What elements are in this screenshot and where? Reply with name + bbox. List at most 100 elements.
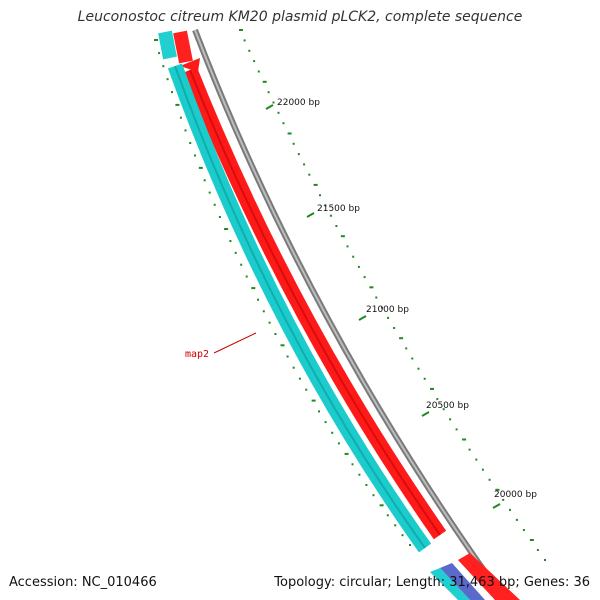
inner-tick	[286, 355, 289, 358]
inner-tick	[245, 275, 248, 278]
gene-label-pointer	[213, 332, 257, 354]
outer-tick	[430, 387, 434, 390]
inner-tick	[179, 116, 182, 119]
outer-tick	[411, 357, 414, 360]
outer-tick	[381, 306, 384, 309]
inner-tick	[344, 452, 349, 455]
inner-tick	[189, 142, 192, 144]
inner-tick	[234, 251, 237, 254]
inner-tick	[158, 52, 161, 55]
inner-tick	[324, 421, 327, 424]
inner-tick	[257, 298, 259, 301]
tick-label-22000: 22000 bp	[277, 98, 320, 108]
outer-tick	[313, 183, 318, 186]
outer-ticks	[239, 29, 546, 561]
map-title: Leuconostoc citreum KM20 plasmid pLCK2, …	[77, 9, 523, 25]
outer-tick	[297, 153, 300, 156]
outer-tick	[319, 194, 321, 197]
inner-tick	[175, 103, 180, 106]
inner-ticks	[154, 39, 411, 546]
inner-tick	[401, 534, 404, 537]
tick-label-21000: 21000 bp	[366, 305, 409, 315]
outer-tick	[529, 539, 534, 541]
outer-tick	[357, 265, 360, 268]
outer-tick	[515, 518, 518, 521]
outer-tick	[393, 327, 396, 329]
inner-tick	[292, 366, 295, 369]
outer-tick	[282, 122, 285, 125]
inner-tick	[280, 344, 285, 347]
outer-tick	[399, 337, 404, 340]
tick-label-21500: 21500 bp	[317, 204, 360, 214]
inner-tick	[218, 216, 221, 218]
forward-gene-arrow-shade	[189, 69, 441, 536]
reverse-gene-arrow-shade	[174, 65, 426, 549]
reverse-gene-arrow[interactable]	[167, 63, 432, 553]
outer-tick	[272, 101, 275, 104]
outer-tick	[536, 549, 539, 551]
gene-label-map2[interactable]: map2	[185, 349, 209, 360]
forward-gene-block[interactable]	[173, 30, 193, 64]
bottom-gene-blue[interactable]	[440, 563, 485, 600]
bottom-gene-red[interactable]	[458, 553, 520, 600]
outer-tick	[442, 408, 445, 411]
inner-tick	[162, 65, 165, 68]
forward-gene-arrowhead	[180, 58, 200, 72]
tick-major-20000	[492, 503, 501, 509]
outer-tick	[544, 559, 546, 561]
inner-tick	[166, 78, 169, 81]
outer-tick	[340, 235, 345, 238]
inner-tick	[203, 179, 206, 182]
inner-tick	[337, 442, 340, 445]
inner-tick	[208, 191, 211, 194]
outer-tick	[417, 367, 420, 370]
outer-tick	[324, 204, 327, 207]
outer-tick	[462, 438, 467, 441]
backbone-arc-inner	[194, 29, 506, 600]
outer-tick	[352, 255, 355, 258]
outer-tick	[277, 111, 280, 114]
outer-tick	[488, 478, 491, 481]
tick-major-21000	[358, 315, 367, 321]
tick-major-20500	[421, 411, 430, 417]
tick-major-22000	[265, 104, 274, 110]
inner-tick	[358, 473, 361, 476]
inner-tick	[394, 524, 397, 527]
inner-tick	[372, 494, 375, 497]
inner-tick	[351, 463, 354, 466]
inner-tick	[184, 129, 187, 132]
inner-tick	[365, 484, 368, 486]
inner-tick	[213, 203, 216, 206]
outer-tick	[335, 225, 338, 227]
inner-tick	[274, 333, 277, 335]
summary-label: Topology: circular; Length: 31,463 bp; G…	[274, 575, 590, 590]
forward-gene-arrow[interactable]	[183, 67, 447, 540]
outer-tick	[329, 214, 332, 217]
tick-label-20500: 20500 bp	[426, 401, 469, 411]
inner-tick	[198, 166, 203, 169]
inner-tick	[251, 287, 256, 290]
inner-tick	[379, 504, 384, 507]
reverse-gene-block[interactable]	[158, 30, 177, 60]
inner-tick	[331, 431, 334, 434]
outer-tick	[475, 458, 478, 461]
inner-tick	[224, 228, 229, 230]
outer-tick	[387, 316, 390, 319]
inner-tick	[229, 240, 232, 242]
bottom-gene-cyan[interactable]	[430, 568, 470, 600]
inner-tick	[171, 91, 173, 94]
outer-tick	[481, 468, 484, 471]
accession-label: Accession: NC_010466	[9, 575, 157, 590]
outer-tick	[455, 428, 458, 431]
inner-tick	[311, 399, 316, 402]
outer-tick	[363, 276, 366, 279]
outer-tick	[423, 377, 426, 380]
backbone-arc	[192, 28, 508, 600]
outer-tick	[495, 488, 500, 491]
outer-tick	[243, 39, 246, 42]
outer-tick	[248, 49, 251, 52]
inner-tick	[305, 388, 308, 391]
outer-tick	[449, 418, 452, 421]
outer-tick	[253, 60, 256, 63]
